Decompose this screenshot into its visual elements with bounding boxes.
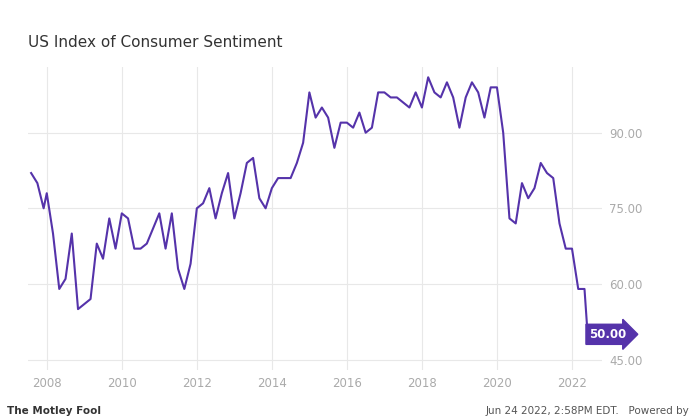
Text: US Index of Consumer Sentiment: US Index of Consumer Sentiment [28, 35, 283, 50]
Text: The Motley Fool: The Motley Fool [7, 406, 101, 416]
Text: 50.00: 50.00 [589, 328, 626, 341]
Text: Jun 24 2022, 2:58PM EDT.   Powered by: Jun 24 2022, 2:58PM EDT. Powered by [486, 406, 693, 416]
